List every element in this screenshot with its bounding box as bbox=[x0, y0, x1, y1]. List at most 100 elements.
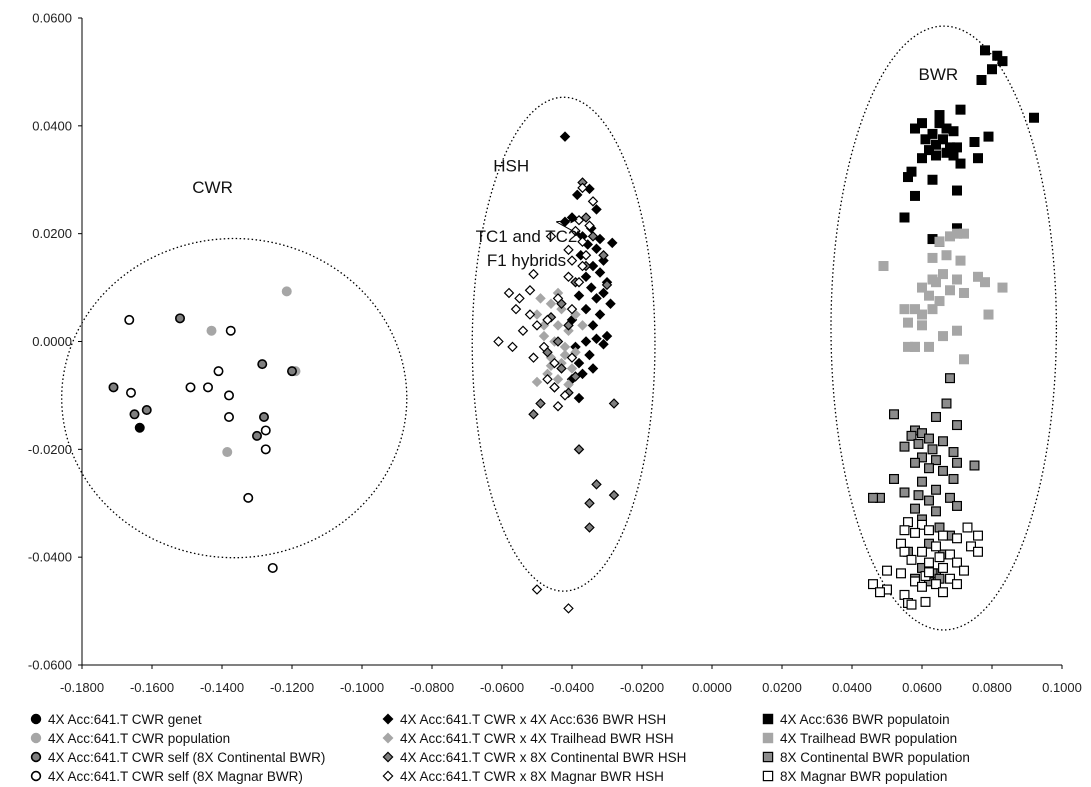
legend-label: 4X Acc:641.T CWR x 4X Trailhead BWR HSH bbox=[400, 731, 674, 746]
data-point bbox=[937, 436, 948, 447]
data-point bbox=[608, 489, 620, 501]
data-point bbox=[920, 134, 931, 145]
data-point bbox=[916, 581, 927, 592]
data-point bbox=[899, 546, 910, 557]
data-point bbox=[556, 363, 567, 374]
data-point bbox=[965, 541, 976, 552]
data-point bbox=[955, 255, 966, 266]
series-4x-acc-641-t-cwr-genet bbox=[134, 422, 145, 433]
x-tick-label: -0.0800 bbox=[410, 680, 454, 695]
data-point bbox=[913, 490, 924, 501]
data-point bbox=[979, 45, 990, 56]
data-point bbox=[909, 123, 920, 134]
data-point bbox=[573, 444, 585, 455]
series-4x-acc-641-t-cwr-x-4x-trailhead-bwr-hsh bbox=[524, 285, 588, 390]
data-point bbox=[906, 430, 917, 441]
data-point bbox=[958, 354, 969, 365]
data-point bbox=[252, 430, 263, 441]
legend-label: 4X Acc:641.T CWR x 4X Acc:636 BWR HSH bbox=[400, 712, 666, 727]
legend-item-4x-acc-641-t-cwr-population: 4X Acc:641.T CWR population bbox=[30, 731, 230, 746]
data-point bbox=[899, 487, 910, 498]
data-point bbox=[545, 298, 557, 310]
legend-item-4x-acc-641-t-cwr-x-4x-trailhead-bwr-hsh: 4X Acc:641.T CWR x 4X Trailhead BWR HSH bbox=[382, 731, 674, 746]
data-point bbox=[224, 411, 235, 422]
annotation-arrow-1 bbox=[556, 217, 578, 224]
legend-marker bbox=[762, 732, 774, 744]
legend-label: 4X Acc:641.T CWR x 8X Magnar BWR HSH bbox=[400, 769, 664, 784]
data-point bbox=[535, 293, 546, 304]
data-point bbox=[934, 236, 945, 247]
data-point bbox=[930, 506, 941, 517]
data-point bbox=[909, 527, 920, 538]
legend-item-4x-acc-636-bwr-populatoin: 4X Acc:636 BWR populatoin bbox=[762, 712, 950, 727]
data-point bbox=[881, 565, 892, 576]
data-point bbox=[937, 587, 948, 598]
data-point bbox=[213, 366, 224, 377]
data-point bbox=[563, 603, 574, 614]
legend-marker bbox=[382, 713, 394, 725]
data-point bbox=[909, 457, 920, 468]
y-tick-labels: -0.0600 -0.0400 -0.0200 0.0000 0.0200 0.0400 0… bbox=[28, 11, 82, 673]
data-point bbox=[566, 363, 578, 374]
group-ellipse-3 bbox=[830, 25, 1058, 631]
y-tick-label: 0.0000 bbox=[32, 334, 72, 349]
data-point bbox=[591, 333, 602, 345]
legend-marker bbox=[382, 751, 394, 763]
data-point bbox=[972, 530, 983, 541]
legend-label: 4X Acc:641.T CWR self (8X Continental BW… bbox=[48, 750, 325, 765]
data-point bbox=[944, 373, 955, 384]
data-point bbox=[909, 341, 920, 352]
data-point bbox=[916, 118, 927, 129]
data-point bbox=[552, 320, 564, 331]
data-point bbox=[923, 567, 934, 578]
data-point bbox=[899, 304, 910, 315]
legend-item-8x-magnar-bwr-population: 8X Magnar BWR population bbox=[762, 769, 947, 784]
x-tick-label: 0.0200 bbox=[762, 680, 802, 695]
data-point bbox=[577, 260, 588, 272]
data-point bbox=[944, 573, 955, 584]
data-point bbox=[899, 525, 910, 536]
data-point bbox=[591, 293, 602, 304]
y-tick-label: -0.0400 bbox=[28, 550, 72, 565]
x-tick-label: 0.0000 bbox=[692, 680, 732, 695]
data-point bbox=[944, 231, 955, 242]
data-point bbox=[524, 309, 536, 320]
data-point bbox=[937, 134, 948, 145]
data-point bbox=[888, 473, 899, 484]
data-point bbox=[951, 457, 962, 468]
data-point bbox=[958, 287, 969, 298]
data-point bbox=[601, 279, 613, 291]
data-point bbox=[601, 330, 613, 342]
data-point bbox=[948, 126, 959, 137]
data-point bbox=[986, 64, 997, 75]
data-point bbox=[587, 260, 599, 272]
data-point bbox=[175, 313, 186, 324]
data-point bbox=[927, 444, 938, 455]
group-ellipse-2 bbox=[471, 96, 656, 592]
data-point bbox=[937, 331, 948, 342]
data-point bbox=[607, 237, 618, 249]
data-point bbox=[997, 282, 1008, 293]
data-point bbox=[587, 363, 599, 374]
data-point bbox=[951, 500, 962, 511]
group-ellipse-1 bbox=[61, 237, 408, 559]
data-point bbox=[951, 274, 962, 285]
data-point bbox=[969, 460, 980, 471]
legend-marker bbox=[30, 713, 42, 725]
legend-marker bbox=[30, 770, 42, 782]
legend-marker bbox=[762, 713, 774, 725]
data-point bbox=[580, 212, 592, 223]
legend-marker bbox=[30, 732, 42, 744]
data-point bbox=[948, 150, 959, 161]
data-point bbox=[260, 425, 271, 436]
data-point bbox=[556, 303, 567, 315]
data-point bbox=[923, 525, 934, 536]
data-point bbox=[514, 293, 525, 304]
data-point bbox=[972, 153, 983, 164]
data-point bbox=[930, 579, 941, 590]
data-point bbox=[591, 243, 602, 255]
data-point bbox=[923, 341, 934, 352]
legend-label: 4X Acc:641.T CWR x 8X Continental BWR HS… bbox=[400, 750, 686, 765]
data-point bbox=[930, 484, 941, 495]
